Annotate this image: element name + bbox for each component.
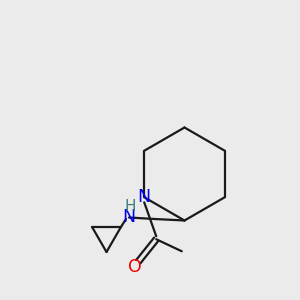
Text: H: H [124, 199, 136, 214]
Text: N: N [138, 188, 151, 206]
Text: O: O [128, 258, 142, 276]
Text: N: N [122, 208, 136, 226]
